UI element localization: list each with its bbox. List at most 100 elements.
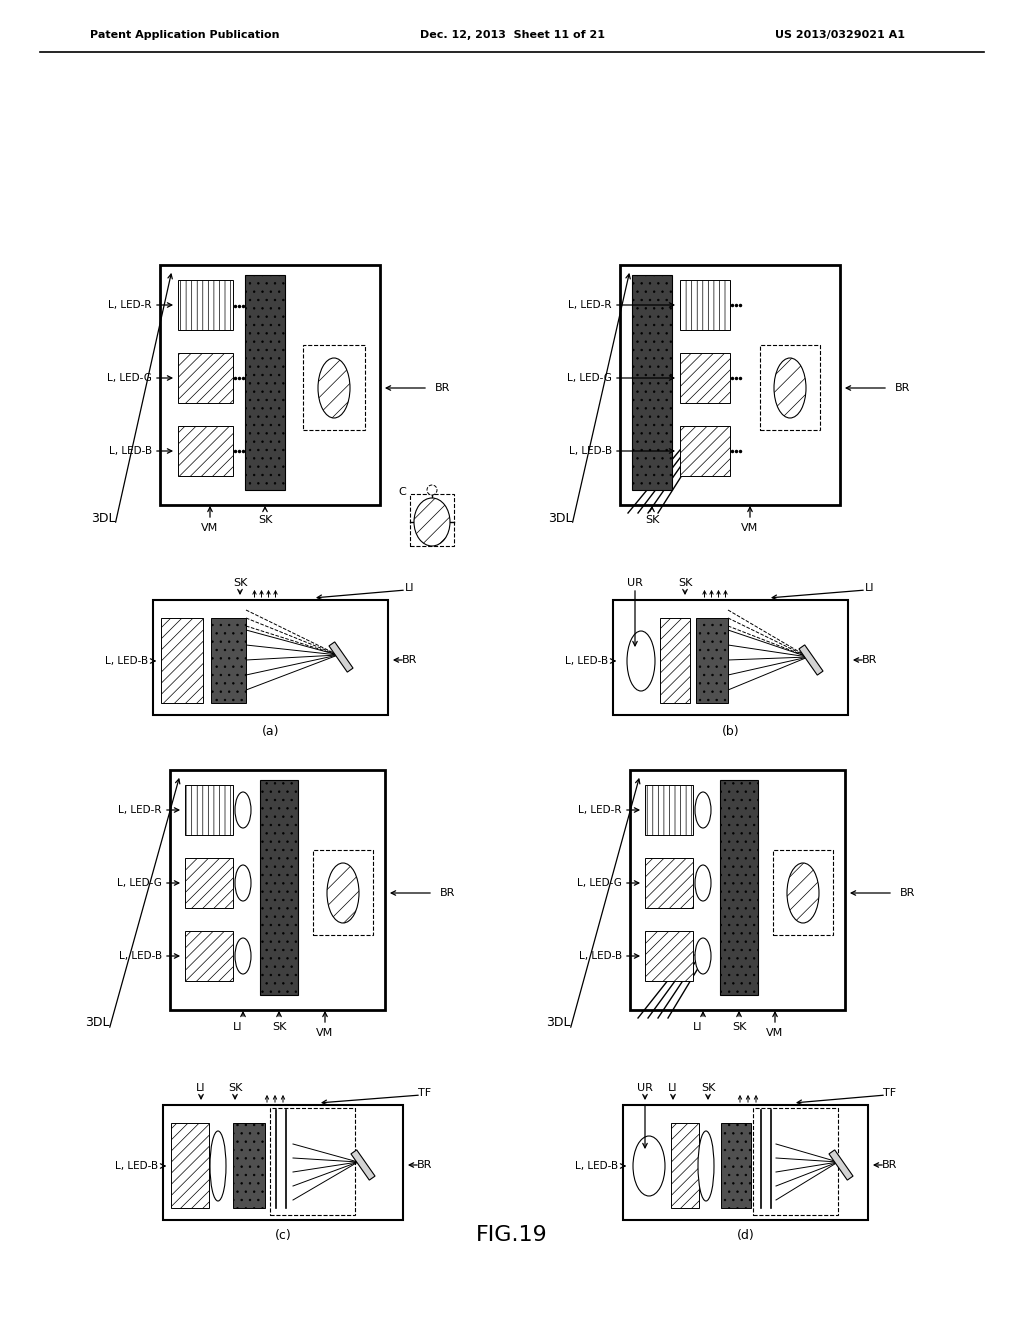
Bar — [178, 426, 233, 477]
Text: BR: BR — [418, 1160, 433, 1170]
Text: L, LED-G: L, LED-G — [578, 878, 622, 888]
Bar — [720, 780, 758, 995]
Text: L, LED-B: L, LED-B — [104, 656, 148, 667]
Text: (c): (c) — [274, 1229, 292, 1242]
Bar — [645, 858, 693, 908]
Bar — [178, 352, 233, 403]
Text: SK: SK — [732, 1022, 746, 1032]
Text: 3DL: 3DL — [91, 511, 116, 524]
Text: L, LED-R: L, LED-R — [568, 300, 612, 310]
Polygon shape — [329, 642, 353, 672]
Bar — [696, 618, 728, 704]
Bar — [185, 785, 233, 836]
Text: LI: LI — [233, 1022, 243, 1032]
Text: L, LED-B: L, LED-B — [569, 446, 612, 455]
Text: 3DL: 3DL — [546, 1016, 570, 1030]
Text: Patent Application Publication: Patent Application Publication — [90, 30, 280, 40]
Ellipse shape — [234, 865, 251, 902]
Text: L, LED-B: L, LED-B — [109, 446, 152, 455]
Bar — [163, 1105, 403, 1220]
Text: LI: LI — [865, 583, 874, 593]
Text: L, LED-B: L, LED-B — [115, 1162, 158, 1171]
Bar — [260, 780, 298, 995]
Text: LI: LI — [406, 583, 415, 593]
Bar — [410, 494, 454, 546]
Ellipse shape — [327, 863, 359, 923]
Polygon shape — [799, 645, 823, 675]
Text: SK: SK — [232, 578, 247, 587]
Bar — [680, 280, 730, 330]
Bar — [170, 770, 385, 1010]
Bar — [620, 265, 840, 506]
Text: US 2013/0329021 A1: US 2013/0329021 A1 — [775, 30, 905, 40]
Text: VM: VM — [202, 523, 219, 533]
Text: UR: UR — [627, 578, 643, 587]
Ellipse shape — [633, 1137, 665, 1196]
Text: TF: TF — [419, 1088, 431, 1098]
Text: BR: BR — [402, 655, 418, 665]
Bar — [773, 850, 833, 935]
Text: L, LED-B: L, LED-B — [579, 950, 622, 961]
Bar — [303, 345, 365, 430]
Ellipse shape — [210, 1131, 226, 1201]
Text: L, LED-G: L, LED-G — [567, 374, 612, 383]
Bar — [680, 426, 730, 477]
Bar — [613, 601, 848, 715]
Text: SK: SK — [271, 1022, 286, 1032]
Text: BR: BR — [435, 383, 451, 393]
Ellipse shape — [774, 358, 806, 418]
Bar — [270, 1107, 355, 1214]
Text: UR: UR — [637, 1082, 653, 1093]
Text: TF: TF — [884, 1088, 897, 1098]
Ellipse shape — [414, 498, 450, 546]
Ellipse shape — [234, 939, 251, 974]
Text: (a): (a) — [262, 725, 280, 738]
Bar — [671, 1123, 699, 1208]
Text: BR: BR — [440, 888, 456, 898]
Ellipse shape — [695, 792, 711, 828]
Text: L, LED-R: L, LED-R — [579, 805, 622, 814]
Text: BR: BR — [862, 655, 878, 665]
Bar — [313, 850, 373, 935]
Bar — [161, 618, 203, 704]
Text: L, LED-B: L, LED-B — [574, 1162, 618, 1171]
Text: 3DL: 3DL — [85, 1016, 110, 1030]
Ellipse shape — [234, 792, 251, 828]
Bar — [185, 858, 233, 908]
Text: VM: VM — [741, 523, 759, 533]
Bar — [660, 618, 690, 704]
Text: SK: SK — [645, 515, 659, 525]
Text: L, LED-B: L, LED-B — [119, 950, 162, 961]
Circle shape — [427, 484, 437, 495]
Bar — [645, 785, 693, 836]
Text: VM: VM — [766, 1028, 783, 1038]
Text: 3DL: 3DL — [548, 511, 572, 524]
Bar — [630, 770, 845, 1010]
Text: BR: BR — [883, 1160, 898, 1170]
Ellipse shape — [695, 865, 711, 902]
Bar — [233, 1123, 265, 1208]
Text: LI: LI — [669, 1082, 678, 1093]
Ellipse shape — [787, 863, 819, 923]
Bar — [760, 345, 820, 430]
Text: SK: SK — [258, 515, 272, 525]
Bar — [185, 931, 233, 981]
Ellipse shape — [698, 1131, 714, 1201]
Text: L, LED-R: L, LED-R — [119, 805, 162, 814]
Text: L, LED-R: L, LED-R — [109, 300, 152, 310]
Text: SK: SK — [678, 578, 692, 587]
Text: C: C — [398, 487, 406, 498]
Text: VM: VM — [316, 1028, 334, 1038]
Bar — [178, 280, 233, 330]
Bar — [153, 601, 388, 715]
Text: LI: LI — [197, 1082, 206, 1093]
Text: (b): (b) — [722, 725, 739, 738]
Bar — [645, 931, 693, 981]
Ellipse shape — [318, 358, 350, 418]
Bar — [211, 618, 246, 704]
Bar — [171, 1123, 209, 1208]
Bar — [623, 1105, 868, 1220]
Ellipse shape — [695, 939, 711, 974]
Polygon shape — [351, 1150, 375, 1180]
Bar — [680, 352, 730, 403]
